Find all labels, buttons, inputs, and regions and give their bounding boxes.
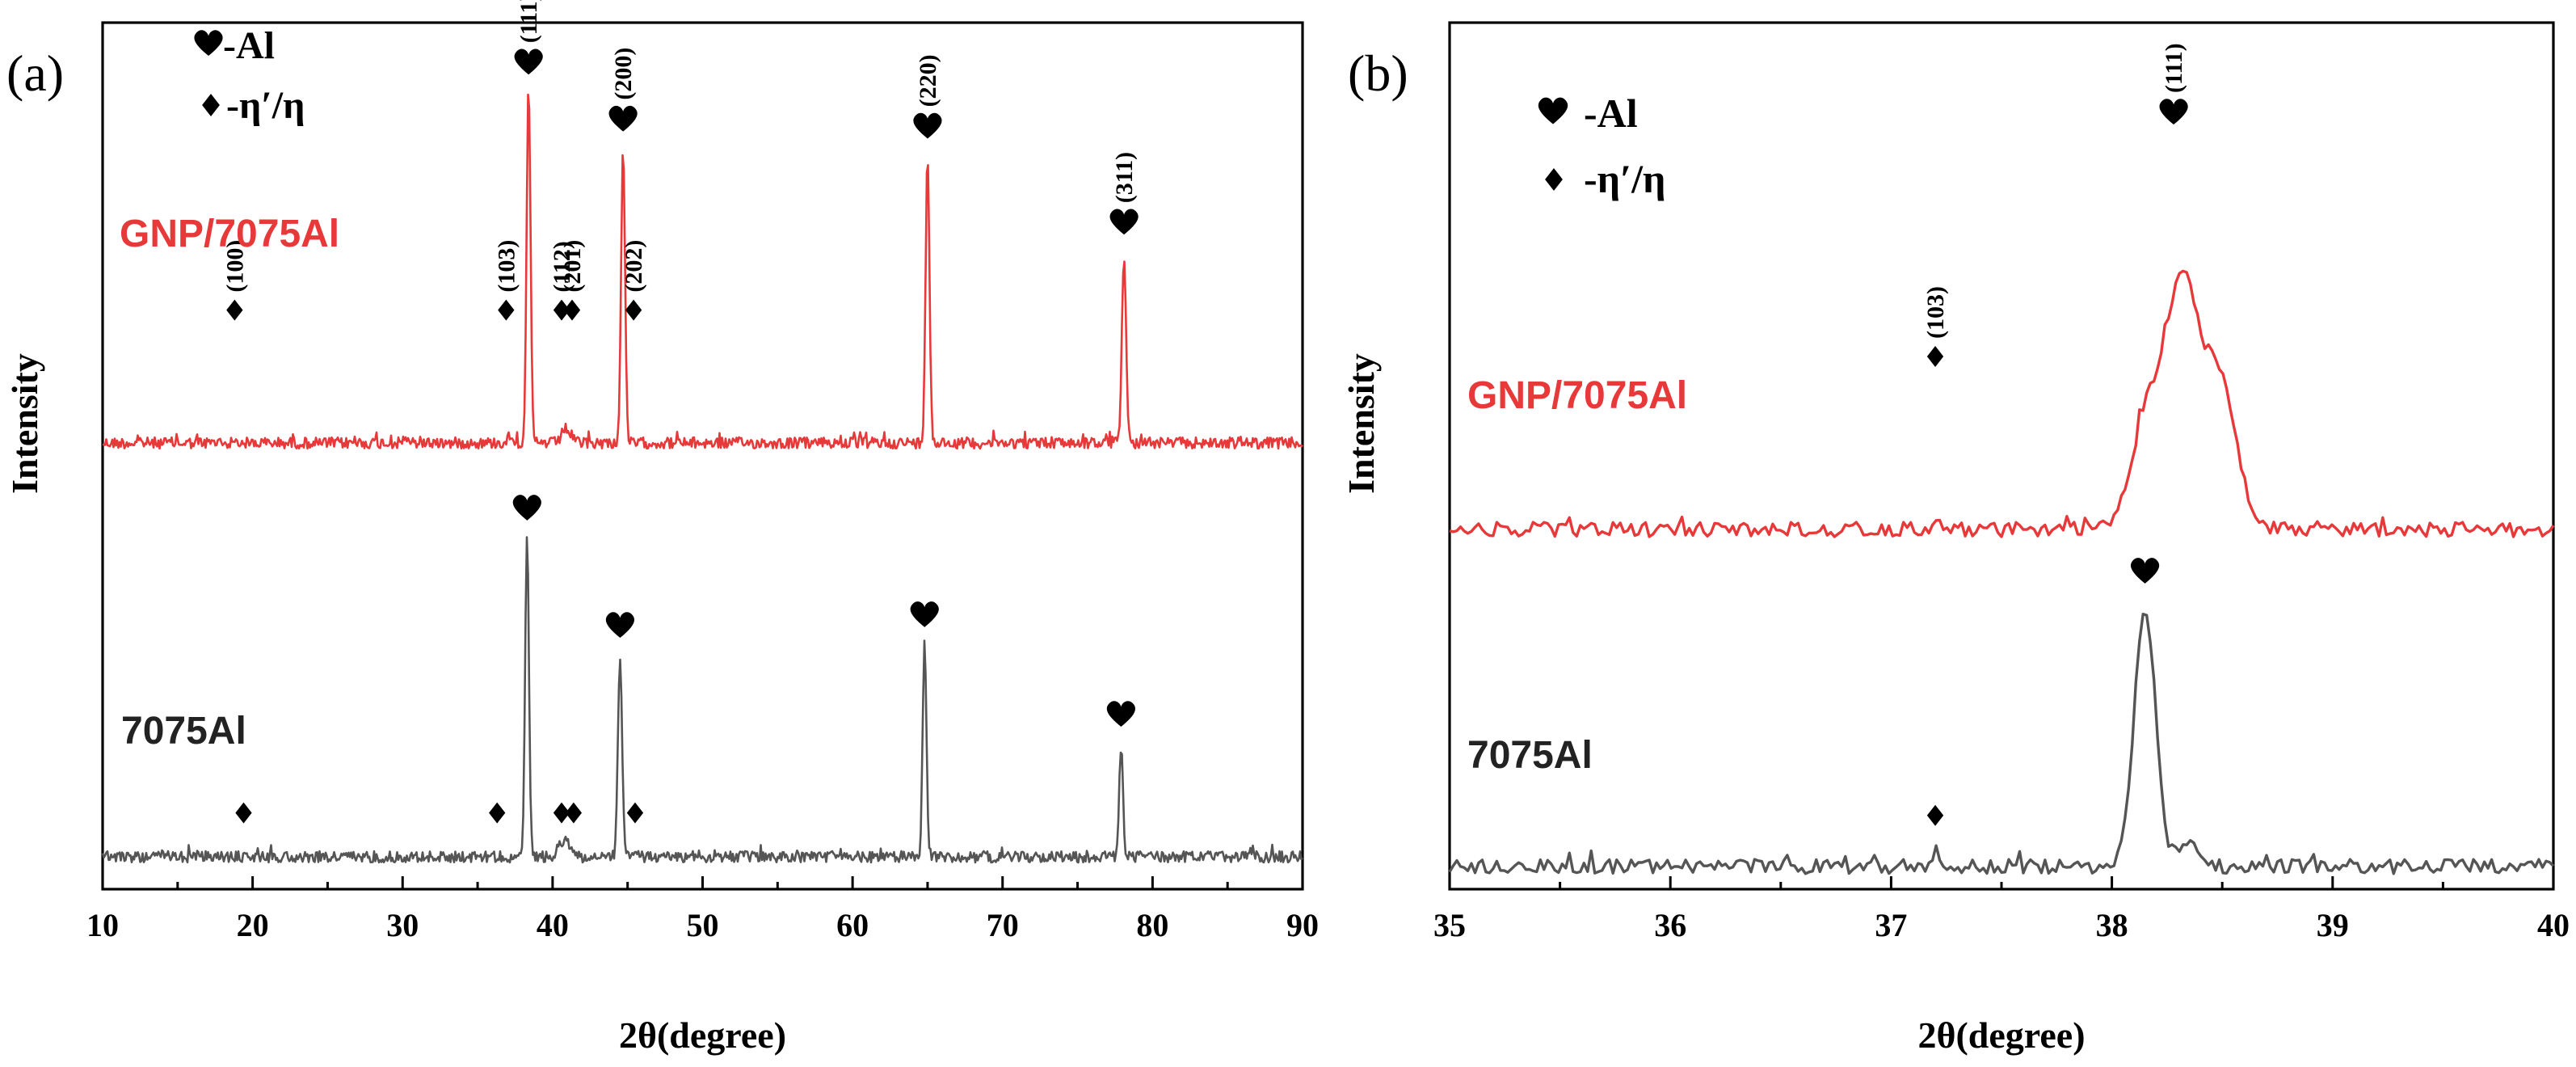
panel-1-legend-eta: -η′/η	[1584, 156, 1665, 201]
panel-1-top-heart-marker-1	[2159, 99, 2188, 125]
panel-0-xtick-label-2: 30	[386, 907, 419, 943]
panel-1-series-label-1: 7075Al	[1467, 734, 1593, 777]
panel-1-legend-heart-icon	[1538, 97, 1568, 124]
panel-0-label: (a)	[6, 44, 64, 102]
panel-0-top-heart-marker-8	[1109, 209, 1139, 235]
panel-0-top-miller-label-1: (103)	[493, 240, 520, 293]
panel-1-legend-diamond-icon	[1545, 168, 1563, 191]
panel-0-top-heart-marker-5	[608, 105, 638, 132]
panel-1-y-axis-title: Intensity	[1341, 353, 1382, 494]
panel-1-axes-frame	[1448, 21, 2555, 891]
panel-0-top-miller-label-2: (111)	[516, 0, 542, 43]
panel-1-label: (b)	[1348, 44, 1408, 102]
panel-0-top-heart-marker-2	[514, 48, 543, 75]
panel-0-top-diamond-marker-0	[226, 299, 243, 321]
panel-0-top-miller-label-6: (202)	[621, 240, 647, 293]
panel-0-top-miller-label-8: (311)	[1111, 152, 1138, 203]
panel-0-bottom-diamond-marker-4	[565, 802, 583, 824]
panel-1-series-top-line	[1449, 269, 2555, 538]
panel-1-xtick-label-0: 35	[1433, 907, 1466, 943]
panel-0-bottom-diamond-marker-3	[553, 802, 570, 824]
panel-0-y-axis-title: Intensity	[4, 353, 45, 494]
panel-0-top-miller-label-7: (220)	[915, 54, 941, 107]
panel-0-top-heart-marker-7	[913, 112, 942, 139]
panel-0-xtick-label-3: 40	[537, 907, 569, 943]
panel-0-legend-heart-icon	[194, 30, 223, 57]
panel-1-legend-al: -Al	[1584, 91, 1638, 136]
panel-1-x-axis-title: 2θ(degree)	[1917, 1014, 2085, 1056]
panel-1-series-bottom-line	[1448, 613, 2555, 875]
panel-0-legend-diamond-icon	[202, 94, 220, 116]
panel-1-xtick-label-4: 39	[2317, 907, 2349, 943]
panel-0-top-diamond-marker-6	[625, 299, 642, 321]
panel-0-bottom-diamond-marker-6	[626, 802, 644, 824]
panel-1-top-diamond-marker-0	[1926, 346, 1944, 367]
panel-1-series-label-0: GNP/7075Al	[1467, 374, 1687, 417]
panel-0-xtick-label-6: 70	[987, 907, 1019, 943]
panel-0-bottom-diamond-marker-1	[489, 802, 506, 824]
panel-0-xtick-label-0: 10	[86, 907, 119, 943]
panel-1-xtick-label-3: 38	[2096, 907, 2128, 943]
panel-0-xtick-label-4: 50	[687, 907, 719, 943]
panel-0-top-diamond-marker-1	[498, 299, 515, 321]
panel-0-series-bottom-line	[101, 536, 1303, 864]
panel-0-bottom-heart-marker-5	[605, 612, 634, 639]
panel-1-xtick-label-2: 37	[1875, 907, 1907, 943]
panel-0-xtick-label-8: 90	[1286, 907, 1319, 943]
panel-0-series-top-line	[102, 93, 1303, 450]
panel-1-top-miller-label-1: (111)	[2161, 43, 2187, 93]
panel-0-top-diamond-marker-3	[553, 299, 570, 321]
panel-0-xtick-label-5: 60	[836, 907, 869, 943]
panel-0-xtick-label-7: 80	[1136, 907, 1168, 943]
panel-0-top-miller-label-3: (112)	[549, 241, 575, 292]
panel-1-xtick-label-5: 40	[2537, 907, 2570, 943]
panel-0-bottom-heart-marker-7	[910, 601, 939, 627]
panel-0-top-miller-label-4: (201)	[559, 240, 586, 293]
panel-0-series-label-0: GNP/7075Al	[120, 213, 339, 255]
panel-0-bottom-heart-marker-8	[1106, 701, 1135, 728]
panel-1-bottom-diamond-marker-0	[1926, 804, 1944, 826]
panel-1-bottom-heart-marker-1	[2130, 558, 2160, 584]
panel-0-top-diamond-marker-4	[563, 299, 581, 321]
panel-1-xtick-label-1: 36	[1654, 907, 1686, 943]
panel-0-xtick-label-1: 20	[237, 907, 269, 943]
panel-1-top-miller-label-0: (103)	[1922, 286, 1949, 339]
panel-0-series-label-1: 7075Al	[121, 710, 246, 753]
panel-0-legend-eta: -η′/η	[226, 84, 305, 127]
panel-0-legend-al: -Al	[223, 24, 275, 67]
panel-0-bottom-heart-marker-2	[512, 495, 541, 521]
panel-0-top-miller-label-5: (200)	[610, 48, 637, 100]
panel-0-top-miller-label-0: (100)	[221, 240, 248, 293]
panel-0-x-axis-title: 2θ(degree)	[619, 1014, 786, 1056]
panel-0-bottom-diamond-marker-0	[235, 802, 252, 824]
